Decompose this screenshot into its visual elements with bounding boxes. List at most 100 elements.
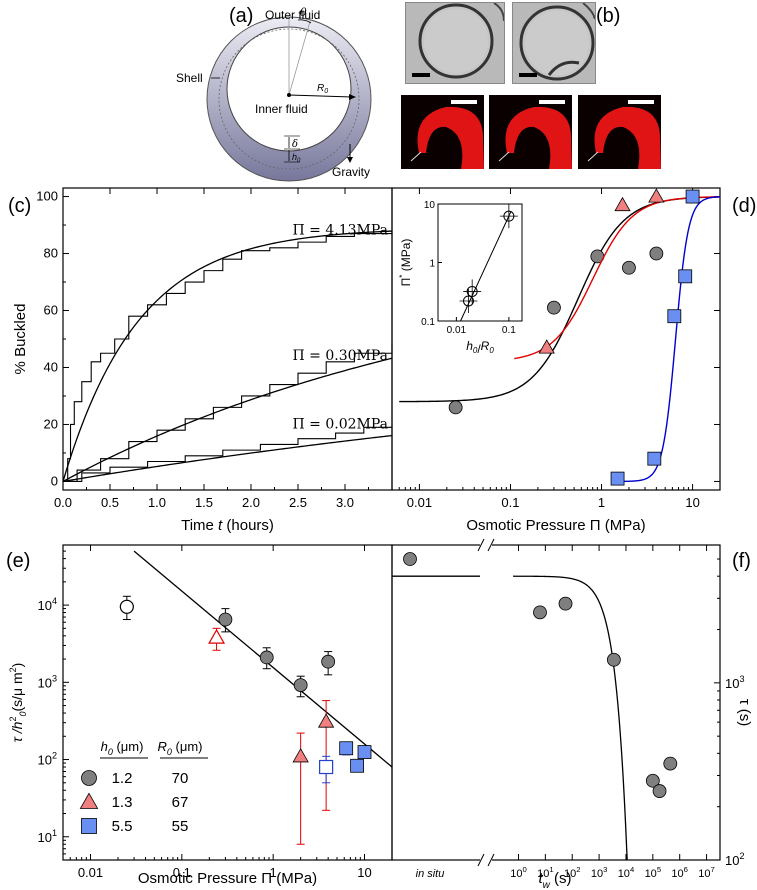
data-point <box>647 451 662 466</box>
buckling-step-curve <box>63 344 393 483</box>
x-tick-label: 100 <box>510 865 527 880</box>
exponential-fit-curve <box>62 230 393 482</box>
inset-x-title: h0/R0 <box>466 339 494 356</box>
x-tick-label: 1.0 <box>148 495 166 510</box>
fluorescence-image-2 <box>489 95 572 169</box>
data-point <box>649 246 664 261</box>
radius-arrow <box>288 94 353 98</box>
y-tick-label: 103 <box>37 673 57 690</box>
inset-x-tick-label: 0.1 <box>502 325 516 336</box>
x-tick-label: 0.01 <box>407 495 432 510</box>
x-tick-label: 0.1 <box>501 495 519 510</box>
x-axis-title: Time t (hours) <box>181 517 274 534</box>
inset-x-tick-label: 0.01 <box>447 325 467 336</box>
data-point <box>663 756 678 771</box>
legend-h0-header: h0 (μm) <box>101 739 144 757</box>
fluorescence-image-3 <box>578 95 661 169</box>
in-situ-data-point <box>403 552 417 566</box>
panel-f-label: (f) <box>732 550 751 572</box>
inset-y-tick-label: 10 <box>424 200 436 211</box>
data-point <box>648 188 665 203</box>
x-tick-label: 10 <box>685 495 699 510</box>
data-point <box>614 196 631 212</box>
theta-label: θ <box>300 6 307 19</box>
buckling-step-curve <box>63 230 393 483</box>
open-data-point <box>119 599 134 614</box>
axis-break-gap <box>480 539 492 551</box>
data-point <box>667 309 682 324</box>
sigmoid-fit-curve <box>617 196 721 483</box>
x-tick-label: 0.0 <box>54 495 72 510</box>
x-tick-label: 0.01 <box>78 865 103 880</box>
scale-bar <box>412 73 430 77</box>
data-point <box>292 748 309 763</box>
gravity-label: Gravity <box>332 165 370 179</box>
micrograph-after-art <box>519 3 595 81</box>
x-tick-label: 1 <box>598 495 605 510</box>
fluorescence-image-1 <box>401 95 484 169</box>
inset-y-tick-label: 1 <box>429 259 435 270</box>
x-tick-label: 105 <box>645 865 662 880</box>
data-point <box>339 741 354 756</box>
inset-data-point <box>503 210 515 222</box>
panel-e-plot: 0.01 0.1 1 10 101 102 103 104 Osmotic Pressure Π… <box>6 544 393 887</box>
fluorescence-art-3 <box>587 106 661 169</box>
panel-e-label: (e) <box>6 550 30 572</box>
x-axis-title: tw (s) <box>538 870 571 890</box>
data-point <box>293 678 308 693</box>
x-tick-label: 101 <box>537 865 554 880</box>
center-dot <box>287 93 291 97</box>
x-tick-label: 107 <box>698 865 715 880</box>
y-tick-label: 40 <box>44 359 58 374</box>
data-point <box>645 773 660 788</box>
x-tick-label: 10 <box>357 865 371 880</box>
in-situ-label: in situ <box>416 868 445 880</box>
data-point <box>317 713 335 728</box>
axis-break-mark <box>487 538 495 552</box>
panel-a-label: (a) <box>229 5 253 27</box>
inset-y-title: Π* (MPa) <box>398 239 413 287</box>
micrograph-before <box>405 2 505 84</box>
data-point <box>321 654 336 669</box>
legend-marker <box>81 770 97 786</box>
legend-r0-value: 67 <box>172 794 189 811</box>
inset-power-law-line <box>460 211 512 322</box>
axis-break-gap <box>480 854 492 866</box>
buckling-step-curve <box>63 424 393 483</box>
data-point <box>622 260 636 275</box>
x-tick-label: 2.0 <box>242 495 260 510</box>
data-point <box>610 471 625 486</box>
theta-arc <box>297 19 312 24</box>
data-point <box>350 758 365 773</box>
axis-break-mark <box>477 538 485 552</box>
data-point <box>533 605 547 620</box>
inset-data-point <box>466 285 478 297</box>
plot-frame <box>391 544 721 861</box>
data-point <box>218 612 233 627</box>
exponential-fit-curve <box>62 357 393 483</box>
outer-fluid-label: Outer fluid <box>265 8 320 22</box>
panel-c-plot: 0.0 0.5 1.0 1.5 2.0 2.5 3.0 0 20 40 60 80 100 Time t … <box>8 187 393 534</box>
y-tick-label: 101 <box>37 828 57 845</box>
inset-y-tick-label: 0.1 <box>421 317 435 328</box>
y-tick-label: 102 <box>725 851 745 868</box>
delta-label: δ <box>292 139 298 150</box>
data-point <box>547 300 561 315</box>
inset-frame <box>437 203 523 322</box>
x-tick-label: 103 <box>591 865 608 880</box>
panel-c-label: (c) <box>8 195 31 217</box>
legend-h0-value: 5.5 <box>112 818 133 835</box>
series-label: Π = 4.13MPa <box>293 223 388 239</box>
inner-fluid-label: Inner fluid <box>255 102 308 116</box>
y-tick-label: 103 <box>725 674 745 691</box>
open-data-point <box>208 628 226 644</box>
y-tick-label: 0 <box>51 473 58 488</box>
panel-d-label: (d) <box>732 195 756 217</box>
data-point <box>448 400 463 415</box>
legend-marker <box>79 792 99 809</box>
exponential-fit-curve <box>62 434 393 483</box>
data-point <box>558 596 573 611</box>
x-tick-label: 0.5 <box>101 495 119 510</box>
x-axis-title: Osmotic Pressure Π (MPa) <box>466 517 645 534</box>
